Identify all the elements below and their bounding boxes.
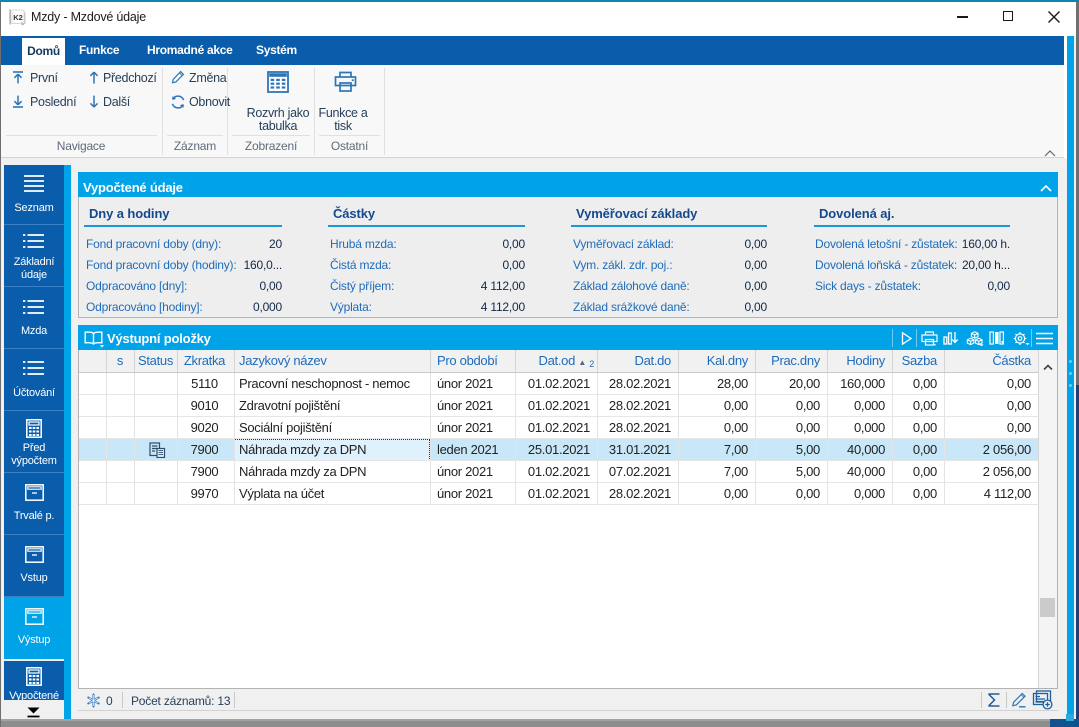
svg-text:K2: K2 <box>13 13 23 22</box>
